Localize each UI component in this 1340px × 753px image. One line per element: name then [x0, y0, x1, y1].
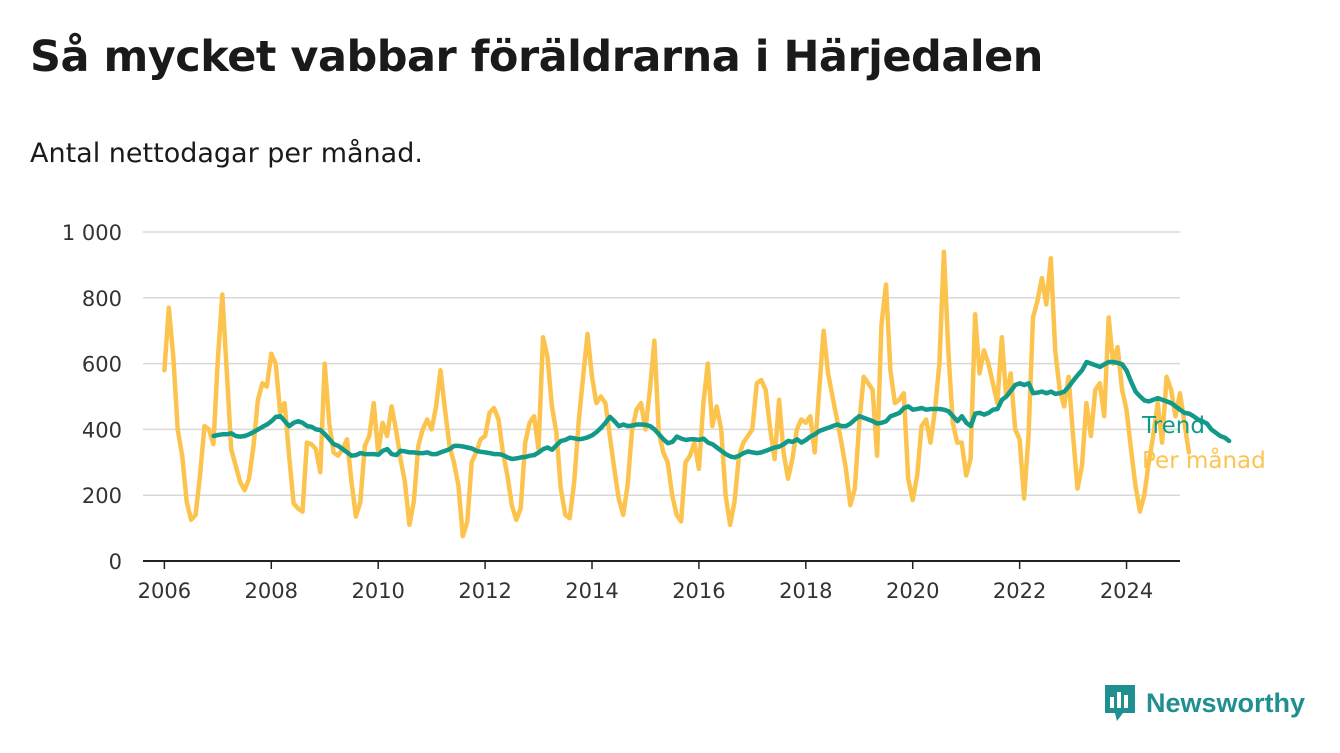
- x-tick-label: 2014: [565, 579, 618, 603]
- legend-label-per-manad: Per månad: [1142, 446, 1266, 474]
- y-tick-label: 200: [82, 484, 122, 508]
- x-tick-label: 2008: [245, 579, 298, 603]
- y-tick-label: 1 000: [62, 221, 122, 245]
- chart-title: Så mycket vabbar föräldrarna i Härjedale…: [30, 32, 1043, 82]
- newsworthy-logo[interactable]: Newsworthy: [1103, 683, 1305, 723]
- series-group: [162, 249, 1232, 539]
- legend: Trend Per månad: [1141, 413, 1266, 474]
- x-tick-label: 2022: [993, 579, 1046, 603]
- y-tick-label: 400: [82, 418, 122, 442]
- x-tick-label: 2020: [886, 579, 939, 603]
- x-tick-label: 2016: [672, 579, 725, 603]
- y-tick-label: 800: [82, 287, 122, 311]
- x-axis-ticks: 2006 2008 2010 2012 2014 2016 2018 2020 2022 2024: [138, 561, 1153, 603]
- x-tick-label: 2010: [351, 579, 404, 603]
- x-tick-label: 2018: [779, 579, 832, 603]
- y-axis-ticks: 0 200 400 600 800 1 000: [62, 221, 122, 574]
- chart-subtitle: Antal nettodagar per månad.: [30, 138, 423, 169]
- x-tick-label: 2012: [458, 579, 511, 603]
- brand-name: Newsworthy: [1146, 687, 1306, 718]
- series-line-per-manad: [162, 249, 1192, 539]
- x-tick-label: 2006: [138, 579, 191, 603]
- series-line-trend: [211, 359, 1232, 462]
- legend-label-trend: Trend: [1141, 413, 1205, 439]
- newsworthy-logo-icon: [1105, 685, 1135, 721]
- gridlines: [143, 231, 1180, 496]
- y-tick-label: 0: [109, 550, 122, 574]
- y-tick-label: 600: [82, 353, 122, 377]
- x-tick-label: 2024: [1100, 579, 1153, 603]
